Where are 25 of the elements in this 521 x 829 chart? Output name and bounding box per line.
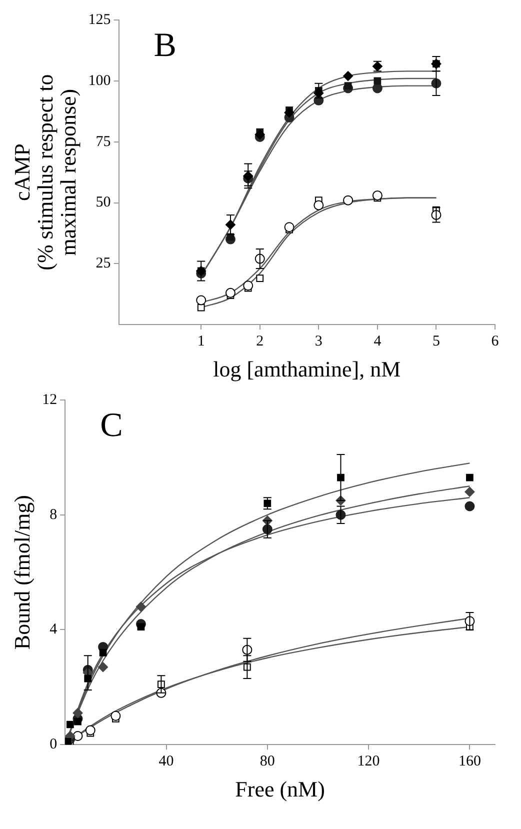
x-tick-label: 120 bbox=[357, 754, 380, 770]
annotation: B bbox=[154, 26, 176, 64]
x-tick-label: 5 bbox=[432, 334, 440, 350]
y-tick-label: 12 bbox=[42, 392, 58, 408]
y-axis-title: Bound (fmol/mg) bbox=[9, 494, 34, 650]
y-tick-label: 25 bbox=[96, 256, 111, 272]
y-axis-title: cAMP (% stimulus respect to maximal response) bbox=[9, 74, 81, 270]
x-tick-label: 2 bbox=[256, 334, 264, 350]
y-tick-label: 100 bbox=[88, 72, 111, 89]
x-tick-label: 4 bbox=[374, 334, 382, 350]
x-tick-label: 3 bbox=[314, 334, 322, 350]
x-tick-label: 160 bbox=[458, 754, 481, 770]
x-axis-title: Free (nM) bbox=[235, 776, 325, 802]
x-tick-label: 6 bbox=[491, 334, 500, 350]
y-tick-label: 75 bbox=[96, 134, 111, 150]
x-tick-label: 40 bbox=[158, 754, 174, 770]
y-tick-label: 0 bbox=[50, 736, 58, 753]
y-tick-label: 8 bbox=[50, 506, 58, 523]
x-tick-label: 80 bbox=[260, 754, 275, 770]
y-tick-label: 125 bbox=[88, 12, 111, 28]
x-axis-title: log [amthamine], nM bbox=[213, 356, 401, 382]
y-tick-label: 4 bbox=[50, 622, 58, 638]
annotation: C bbox=[100, 406, 123, 444]
y-tick-label: 50 bbox=[96, 194, 111, 211]
x-tick-label: 1 bbox=[197, 334, 205, 350]
